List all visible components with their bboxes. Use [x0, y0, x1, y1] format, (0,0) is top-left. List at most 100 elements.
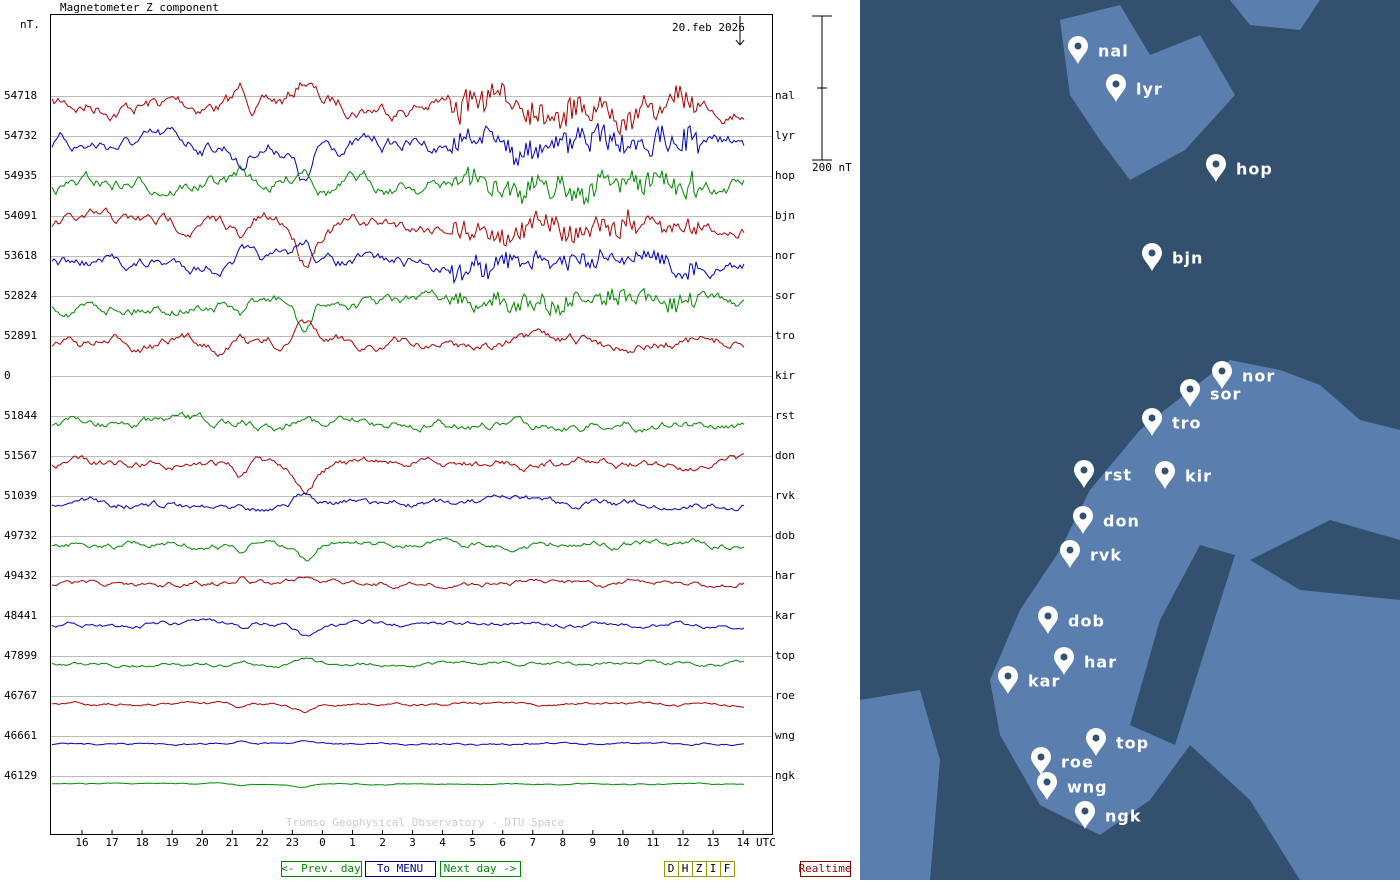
pin-hole: [1060, 653, 1068, 661]
hour-label: 10: [616, 836, 629, 849]
baseline-label: 48441: [4, 609, 37, 622]
station-label: kir: [775, 369, 795, 382]
trace: [51, 618, 745, 637]
trace: [51, 319, 745, 358]
baseline-label: 54718: [4, 89, 37, 102]
pin-hole: [1080, 466, 1088, 474]
map-station-label: don: [1103, 512, 1140, 531]
hour-label: 21: [226, 836, 239, 849]
trace: [51, 657, 745, 669]
pin-hole: [1066, 546, 1074, 554]
pin: [1155, 461, 1175, 489]
baseline-label: 49432: [4, 569, 37, 582]
pin: [1038, 606, 1058, 634]
pin: [1073, 506, 1093, 534]
menu-text[interactable]: To MENU: [377, 862, 423, 875]
baseline-label: 51567: [4, 449, 37, 462]
pin: [1060, 540, 1080, 568]
prev-text[interactable]: <- Prev. day: [281, 862, 361, 875]
component-label[interactable]: D: [668, 862, 675, 875]
plot-frame: [50, 14, 773, 835]
map-station-label: hop: [1236, 160, 1273, 179]
prev-button[interactable]: <- Prev. day: [281, 861, 362, 877]
pin: [1180, 379, 1200, 407]
realtime-text[interactable]: Realtime: [799, 862, 852, 875]
component-box[interactable]: [720, 861, 735, 877]
station-label: rvk: [775, 489, 795, 502]
baseline-label: 46129: [4, 769, 37, 782]
scale-label: 200 nT: [812, 161, 852, 174]
trace: [51, 576, 745, 590]
credit: Tromso Geophysical Observatory - DTU Spa…: [286, 816, 564, 829]
component-label[interactable]: F: [724, 862, 731, 875]
baseline-label: 51844: [4, 409, 37, 422]
trace: [51, 453, 745, 496]
hour-label: 11: [646, 836, 659, 849]
baseline-label: 54732: [4, 129, 37, 142]
baseline-label: 47899: [4, 649, 37, 662]
pin-hole: [1081, 807, 1089, 815]
pin: [1086, 728, 1106, 756]
map-station-label: nor: [1242, 367, 1275, 386]
baseline-label: 49732: [4, 529, 37, 542]
station-label: tro: [775, 329, 795, 342]
pin-hole: [1037, 753, 1045, 761]
pin: [1068, 36, 1088, 64]
component-label[interactable]: I: [710, 862, 717, 875]
hour-label: 6: [499, 836, 506, 849]
pin-hole: [1112, 80, 1120, 88]
station-label: har: [775, 569, 795, 582]
pin-hole: [1092, 734, 1100, 742]
pin: [998, 666, 1018, 694]
station-label: roe: [775, 689, 795, 702]
trace: [51, 537, 745, 562]
pin-hole: [1148, 249, 1156, 257]
hour-label: 3: [409, 836, 416, 849]
svalbard: [1060, 5, 1235, 180]
next-button[interactable]: Next day ->: [440, 861, 521, 877]
trace: [52, 700, 745, 714]
next-text[interactable]: Next day ->: [444, 862, 517, 875]
date: 20.feb 2026: [672, 21, 745, 34]
station-label: bjn: [775, 209, 795, 222]
menu-button[interactable]: To MENU: [365, 861, 436, 877]
station-label: lyr: [775, 129, 795, 142]
utc-label: UTC: [756, 836, 776, 849]
realtime-button[interactable]: Realtime: [799, 861, 852, 877]
trace: [51, 81, 745, 136]
baseline-label: 53618: [4, 249, 37, 262]
britain: [860, 690, 940, 880]
map-station-label: tro: [1172, 414, 1202, 433]
hour-label: 20: [196, 836, 209, 849]
hour-label: 12: [676, 836, 689, 849]
trace: [51, 411, 745, 434]
pin-hole: [1186, 385, 1194, 393]
pin-hole: [1161, 467, 1169, 475]
hour-label: 4: [439, 836, 446, 849]
pin-hole: [1079, 512, 1087, 520]
baseline-label: 52824: [4, 289, 37, 302]
station-label: top: [775, 649, 795, 662]
hour-label: 17: [105, 836, 118, 849]
trace: [51, 207, 745, 269]
component-label[interactable]: H: [682, 862, 689, 875]
pin-hole: [1148, 414, 1156, 422]
component-label[interactable]: Z: [696, 862, 703, 875]
unit: nT.: [20, 18, 40, 31]
arrow-head: [735, 39, 745, 46]
station-label: sor: [775, 289, 795, 302]
pin-hole: [1074, 42, 1082, 50]
map-station-label: top: [1116, 734, 1149, 753]
pin-hole: [1044, 612, 1052, 620]
station-label: kar: [775, 609, 795, 622]
hour-label: 23: [286, 836, 299, 849]
pin: [1074, 460, 1094, 488]
map-station-label: ngk: [1105, 807, 1141, 826]
baseline-label: 54935: [4, 169, 37, 182]
trace: [51, 492, 745, 512]
hour-label: 1: [349, 836, 356, 849]
station-label: ngk: [775, 769, 795, 782]
station-label: wng: [775, 729, 795, 742]
